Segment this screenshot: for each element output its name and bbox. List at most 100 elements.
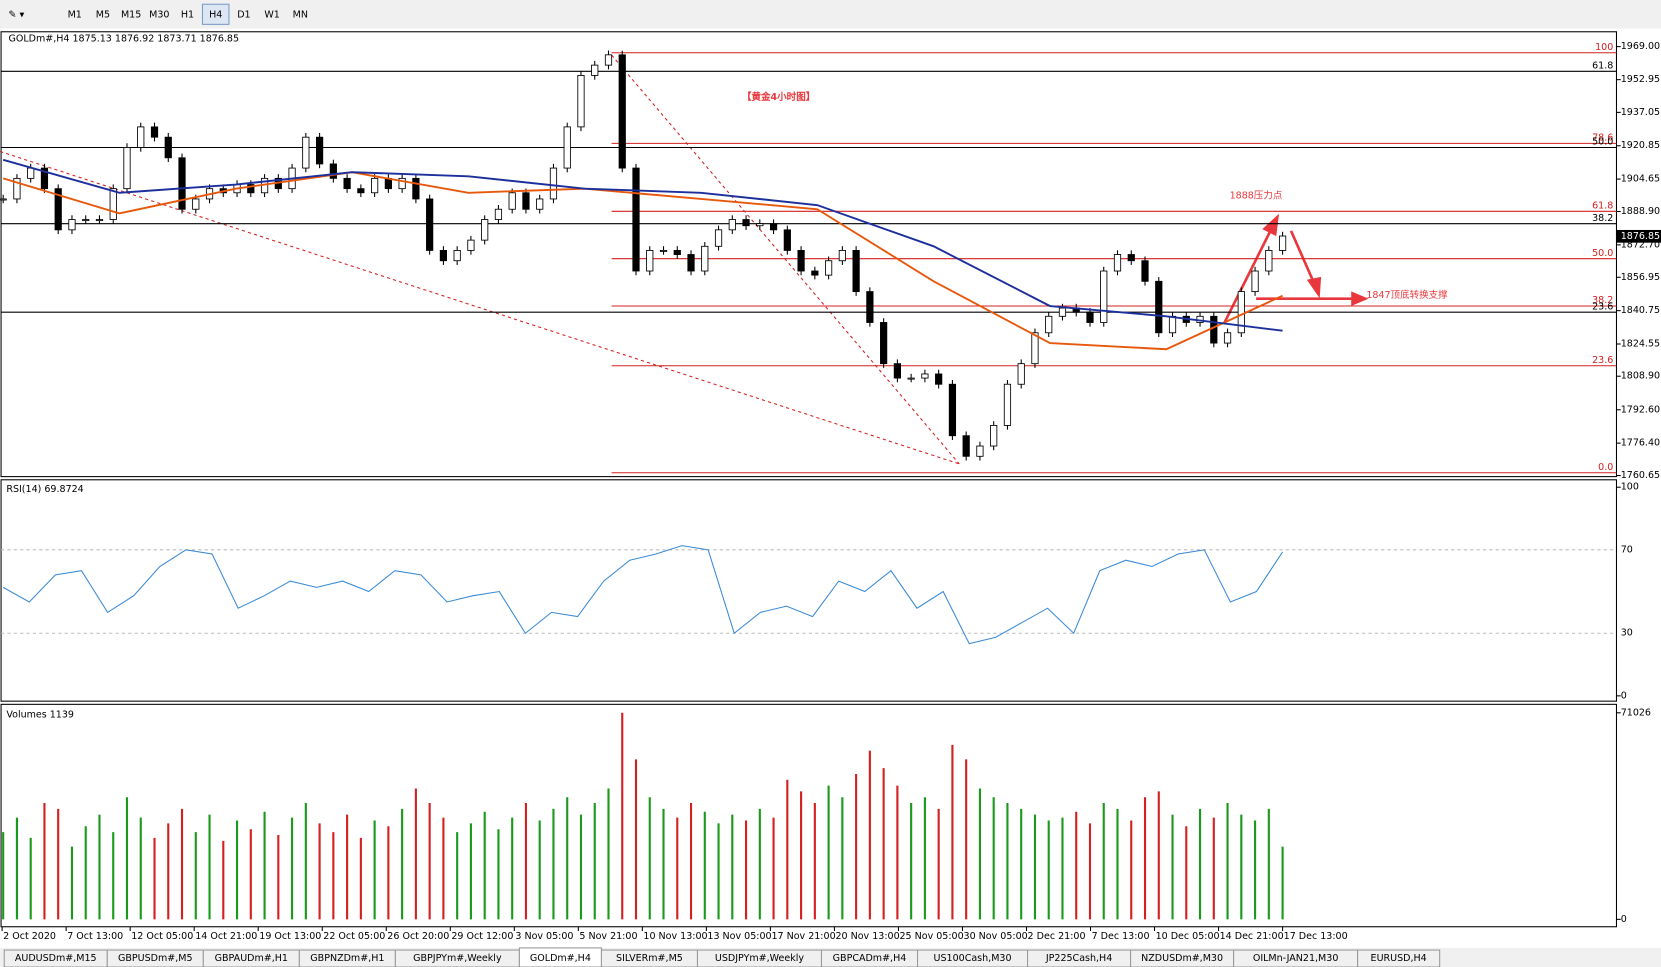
candle-body xyxy=(935,373,943,385)
toolbar-icon[interactable]: ✎ ▾ xyxy=(8,9,24,20)
timeframe-button[interactable] xyxy=(230,4,258,25)
tab-label[interactable]: SILVERm#,M5 xyxy=(616,953,683,964)
candle-body xyxy=(962,435,970,457)
candle-body xyxy=(178,157,186,210)
candle-body xyxy=(508,192,516,210)
candle-body xyxy=(426,198,434,251)
candle-body xyxy=(811,270,819,276)
candle-body xyxy=(549,167,558,200)
candle-body xyxy=(371,177,379,194)
date-label: 10 Nov 13:00 xyxy=(643,931,707,942)
moving-average xyxy=(2,158,1283,332)
price-label: 1856.95 xyxy=(1621,272,1660,283)
candle-body xyxy=(701,245,709,272)
tab-label[interactable]: GBPJPYm#,Weekly xyxy=(413,953,502,964)
candle-body xyxy=(357,188,365,194)
candle-body xyxy=(921,373,929,379)
candle-body xyxy=(453,250,461,262)
candle-body xyxy=(494,208,503,220)
tab-label[interactable]: OILMn-JAN21,M30 xyxy=(1253,953,1339,964)
tab-label[interactable]: USDJPYm#,Weekly xyxy=(715,953,804,964)
tab-label[interactable]: EURUSD,H4 xyxy=(1371,953,1427,964)
timeframe-label[interactable]: M1 xyxy=(68,9,82,20)
candle-body xyxy=(646,250,654,272)
rsi-tick: 0 xyxy=(1621,690,1627,701)
timeframe-label[interactable]: H1 xyxy=(181,9,194,20)
fib-label: 61.8 xyxy=(1592,201,1613,212)
candle-body xyxy=(604,54,613,66)
current-price: 1876.85 xyxy=(1621,231,1660,242)
symbol-tab[interactable] xyxy=(1357,949,1441,967)
candle-body xyxy=(577,75,585,128)
candle-body xyxy=(880,322,888,365)
candle-body xyxy=(632,167,640,272)
price-label: 1824.55 xyxy=(1621,339,1660,350)
candle-body xyxy=(1127,254,1135,262)
candle-body xyxy=(1031,332,1039,365)
tab-label[interactable]: US100Cash,M30 xyxy=(934,953,1012,964)
tab-label[interactable]: GOLDm#,H4 xyxy=(530,953,591,964)
candle-body xyxy=(95,219,104,222)
annotation: 1888压力点 xyxy=(1230,189,1283,201)
timeframe-button[interactable] xyxy=(201,3,230,25)
candle-body xyxy=(0,198,7,201)
timeframe-button[interactable] xyxy=(146,4,173,25)
date-label: 2 Dec 21:00 xyxy=(1028,931,1086,942)
chart-title: 【黄金4小时图】 xyxy=(742,91,815,103)
timeframe-button[interactable] xyxy=(89,4,117,25)
price-label: 1872.70 xyxy=(1621,239,1660,250)
timeframe-button[interactable] xyxy=(287,4,314,25)
timeframe-label[interactable]: M5 xyxy=(96,9,110,20)
volume-tick: 71026 xyxy=(1621,707,1651,718)
candle-body xyxy=(13,177,21,200)
date-label: 20 Nov 13:00 xyxy=(835,931,899,942)
candle-body xyxy=(1278,235,1287,251)
tab-label[interactable]: GBPCADm#,H4 xyxy=(833,953,907,964)
candle-body xyxy=(687,254,695,272)
candle-body xyxy=(467,239,475,251)
candle-body xyxy=(893,363,901,379)
price-label: 1920.85 xyxy=(1621,140,1660,151)
fib-label: 100 xyxy=(1595,42,1613,53)
candle-body xyxy=(1168,315,1177,334)
candle-body xyxy=(824,260,833,276)
timeframe-label[interactable]: H4 xyxy=(209,9,222,20)
candle-body xyxy=(659,250,668,252)
candle-body xyxy=(769,223,778,231)
date-label: 12 Oct 05:00 xyxy=(131,931,193,942)
candle-body xyxy=(838,250,846,262)
timeframe-label[interactable]: MN xyxy=(293,9,308,20)
timeframe-button[interactable] xyxy=(117,4,145,25)
candle-body xyxy=(1003,383,1012,426)
candle-body xyxy=(315,136,324,165)
tab-label[interactable]: JP225Cash,H4 xyxy=(1045,953,1112,964)
candle-body xyxy=(164,136,172,159)
timeframe-button[interactable] xyxy=(258,4,286,25)
tab-label[interactable]: NZDUSDm#,M30 xyxy=(1141,953,1223,964)
candle-body xyxy=(439,250,448,262)
price-label: 1840.75 xyxy=(1621,305,1660,316)
date-label: 26 Oct 20:00 xyxy=(387,931,449,942)
timeframe-label[interactable]: D1 xyxy=(237,9,250,20)
tab-label[interactable]: GBPNZDm#,H1 xyxy=(310,953,384,964)
tab-label[interactable]: GBPAUDm#,H1 xyxy=(215,953,288,964)
candle-body xyxy=(54,188,62,231)
date-label: 17 Dec 13:00 xyxy=(1284,931,1348,942)
candle-body xyxy=(756,223,764,227)
candle-body xyxy=(1223,332,1232,344)
tab-label[interactable]: GBPUSDm#,M5 xyxy=(118,953,193,964)
moving-average xyxy=(2,171,1283,351)
timeframe-label[interactable]: W1 xyxy=(264,9,279,20)
price-label: 1760.65 xyxy=(1621,470,1660,481)
timeframe-button[interactable] xyxy=(61,4,88,25)
date-label: 10 Dec 05:00 xyxy=(1156,931,1220,942)
timeframe-label[interactable]: M15 xyxy=(121,9,141,20)
candle-body xyxy=(522,192,530,210)
price-label: 1937.05 xyxy=(1621,107,1660,118)
annotation: 1847顶底转换支撑 xyxy=(1366,289,1448,301)
timeframe-button[interactable] xyxy=(174,4,201,25)
tab-label[interactable]: AUDUSDm#,M15 xyxy=(15,953,97,964)
timeframe-label[interactable]: M30 xyxy=(149,9,169,20)
rsi-label: RSI(14) 69.8724 xyxy=(6,484,83,495)
candle-body xyxy=(1237,291,1245,334)
